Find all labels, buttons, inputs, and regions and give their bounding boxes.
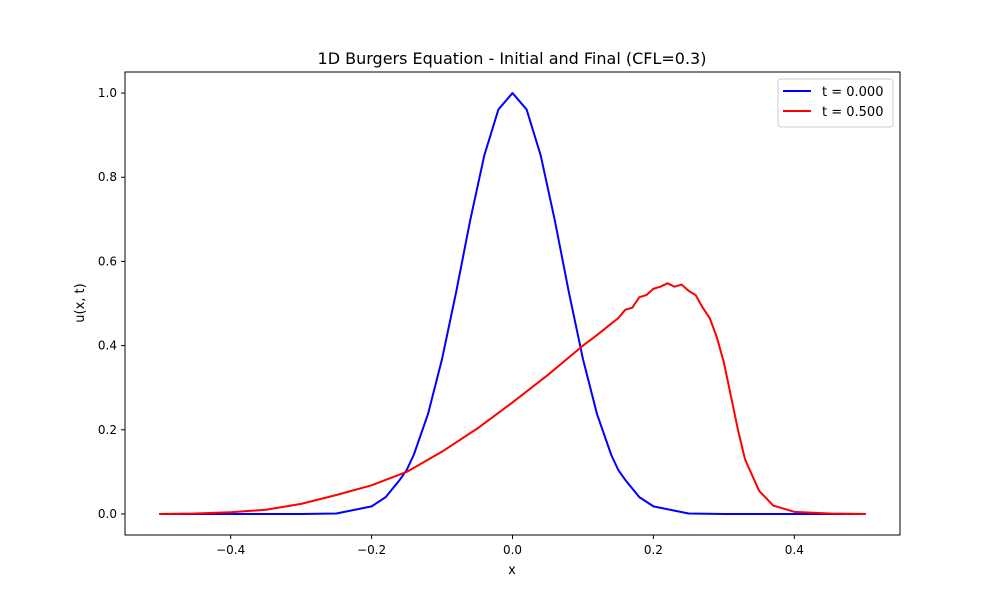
x-tick-label: 0.0 <box>503 543 522 557</box>
y-tick-label: 0.2 <box>98 423 117 437</box>
y-tick-label: 0.4 <box>98 339 117 353</box>
series-layer <box>159 92 866 515</box>
y-axis-label: u(x, t) <box>73 283 88 322</box>
series-line-1 <box>159 282 866 515</box>
x-tick-label: −0.4 <box>216 543 245 557</box>
y-axis-ticks: 0.0 0.2 0.4 0.6 0.8 1.0 <box>98 86 125 521</box>
x-axis-ticks: −0.4 −0.2 0.0 0.2 0.4 <box>216 535 804 557</box>
x-tick-label: 0.4 <box>785 543 804 557</box>
legend-label-t1: t = 0.500 <box>822 105 883 120</box>
y-tick-label: 0.6 <box>98 254 117 268</box>
x-tick-label: −0.2 <box>357 543 386 557</box>
y-tick-label: 1.0 <box>98 86 117 100</box>
chart-title: 1D Burgers Equation - Initial and Final … <box>318 49 707 68</box>
legend-label-t0: t = 0.000 <box>822 85 883 100</box>
y-tick-label: 0.0 <box>98 507 117 521</box>
x-tick-label: 0.2 <box>644 543 663 557</box>
series-line-0 <box>159 92 866 515</box>
y-tick-label: 0.8 <box>98 170 117 184</box>
legend: t = 0.000 t = 0.500 <box>777 78 894 128</box>
x-axis-label: x <box>508 563 516 578</box>
